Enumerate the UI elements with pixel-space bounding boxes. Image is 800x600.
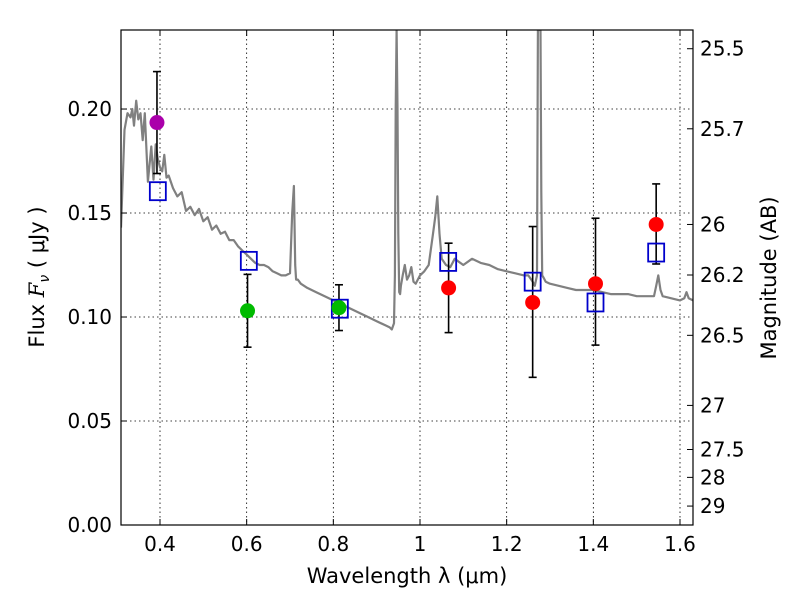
y-tick-label: 0.20	[67, 97, 112, 121]
x-tick-label: 1.2	[491, 532, 523, 556]
model-photometry-square	[148, 181, 167, 202]
y-tick-label: 0.05	[67, 409, 112, 433]
y-tick-label: 0.00	[67, 513, 112, 537]
x-tick-labels: 0.4 0.6 0.8 1 1.2 1.4 1.6	[144, 532, 696, 556]
magnitude-tick-label: 25.7	[700, 117, 745, 141]
tick-marks	[121, 30, 693, 526]
magnitude-tick-label: 26.5	[700, 323, 745, 347]
y2-axis-label: Magnitude (AB)	[757, 196, 781, 359]
observed-photometry-point	[648, 216, 664, 232]
observed-photometry-point	[240, 303, 256, 319]
x-tick-label: 1	[414, 532, 427, 556]
magnitude-tick-label: 26.2	[700, 263, 745, 287]
y-axis-label-suffix: ( μJy )	[25, 206, 49, 274]
points-layer	[148, 70, 666, 379]
observed-photometry-point	[588, 276, 603, 292]
y-axis-label: Flux Fν ( μJy )	[25, 206, 53, 347]
magnitude-tick-label: 27	[700, 393, 725, 417]
magnitude-tick-label: 26	[700, 212, 725, 236]
x-tick-label: 0.8	[317, 532, 349, 556]
x-tick-label: 0.6	[231, 532, 263, 556]
model-photometry-square	[586, 292, 605, 313]
x-tick-label: 1.6	[664, 532, 696, 556]
y-tick-label: 0.15	[67, 201, 112, 225]
y-axis-label-symbol: F	[25, 281, 49, 298]
model-photometry-square	[647, 242, 666, 263]
observed-photometry-point	[441, 280, 457, 296]
x-tick-label: 0.4	[144, 532, 176, 556]
model-photometry-square	[523, 271, 542, 292]
observed-photometry-point	[149, 115, 165, 131]
magnitude-tick-labels: 25.5 25.7 26 26.2 26.5 27 27.5 28 29	[700, 37, 745, 518]
observed-photometry-point	[525, 294, 541, 310]
spectrum-layer	[121, 30, 693, 331]
model-photometry-square	[239, 250, 258, 271]
plot-frame	[120, 29, 694, 526]
grid	[121, 30, 693, 526]
observed-photometry-point	[331, 300, 347, 316]
y-tick-label: 0.10	[67, 305, 112, 329]
magnitude-tick-label: 29	[700, 494, 725, 518]
y-axis-label-subscript: ν	[37, 275, 53, 283]
y-tick-labels: 0.00 0.05 0.10 0.15 0.20	[67, 97, 112, 537]
magnitude-tick-label: 25.5	[700, 37, 745, 61]
spectrum-line	[121, 30, 693, 331]
x-tick-label: 1.4	[577, 532, 609, 556]
model-photometry-square	[439, 252, 458, 272]
x-axis-label: Wavelength λ (μm)	[307, 564, 508, 588]
y-axis-label-prefix: Flux	[25, 297, 49, 347]
magnitude-tick-label: 28	[700, 465, 725, 489]
magnitude-tick-label: 27.5	[700, 438, 745, 462]
